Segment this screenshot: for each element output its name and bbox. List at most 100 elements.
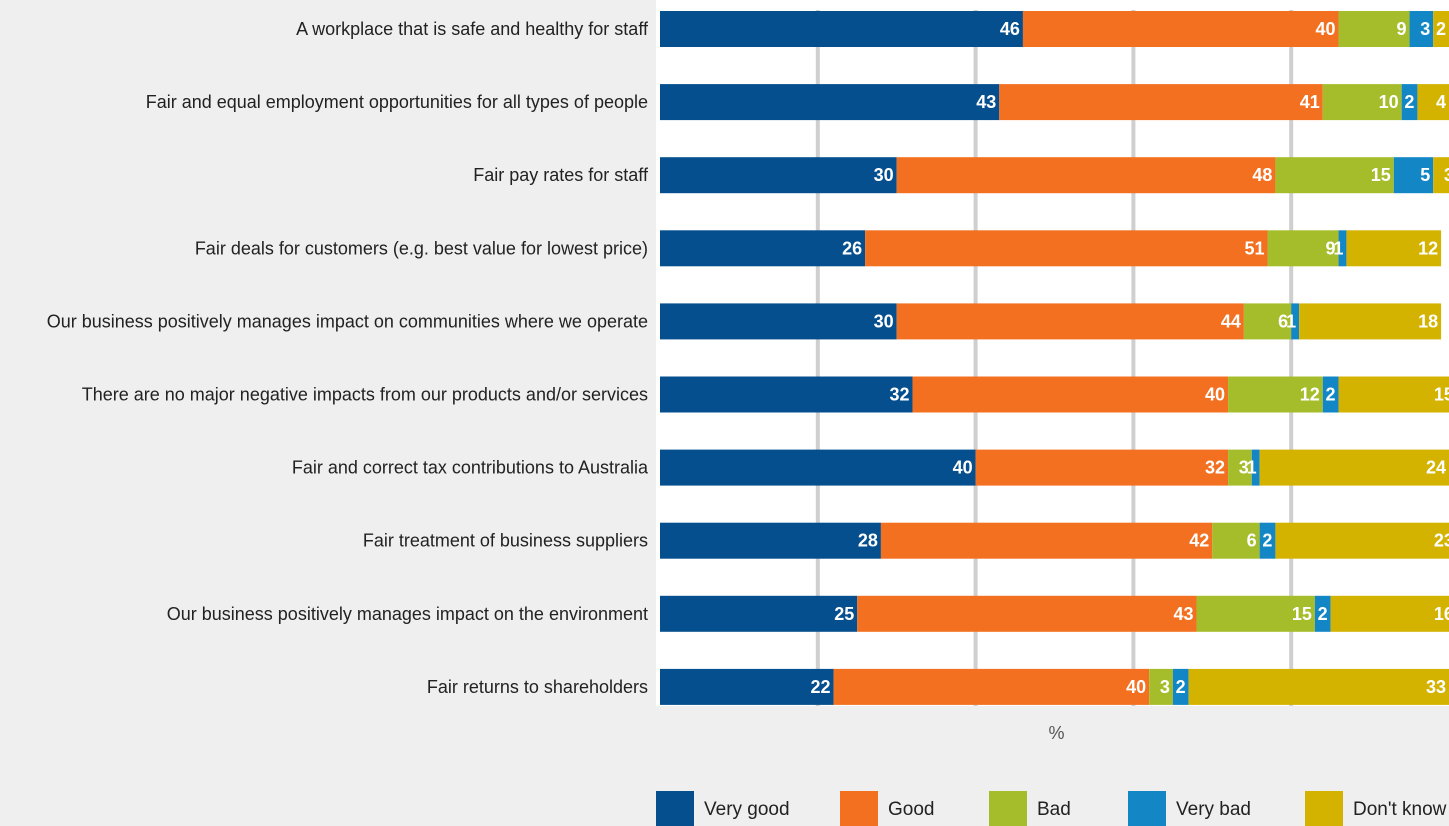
legend-item: Very bad bbox=[1128, 791, 1251, 826]
bar-segment bbox=[1212, 522, 1260, 559]
bar-segment bbox=[1291, 303, 1300, 340]
legend-item: Don't know bbox=[1305, 791, 1447, 826]
bar-segment bbox=[1243, 303, 1292, 340]
data-label: 40 bbox=[1316, 19, 1336, 39]
bar-segment bbox=[660, 449, 976, 486]
data-label: 32 bbox=[1205, 458, 1225, 478]
data-label: 43 bbox=[976, 92, 996, 112]
data-label: 2 bbox=[1326, 385, 1336, 405]
bar-segment bbox=[660, 230, 866, 267]
bar-segment bbox=[1275, 522, 1449, 559]
legend-item: Bad bbox=[989, 791, 1071, 826]
category-label: Fair treatment of business suppliers bbox=[363, 531, 648, 551]
data-label: 2 bbox=[1176, 677, 1186, 697]
bar-segment bbox=[660, 157, 897, 194]
data-label: 2 bbox=[1404, 92, 1414, 112]
data-label: 51 bbox=[1244, 238, 1264, 258]
data-label: 9 bbox=[1326, 238, 1336, 258]
category-label: A workplace that is safe and healthy for… bbox=[296, 19, 649, 39]
legend-swatch bbox=[840, 791, 878, 826]
data-label: 3 bbox=[1239, 458, 1249, 478]
data-label: 3 bbox=[1160, 677, 1170, 697]
data-label: 15 bbox=[1434, 385, 1449, 405]
bar-segment bbox=[1299, 303, 1442, 340]
data-label: 5 bbox=[1420, 165, 1430, 185]
bar-segment bbox=[1259, 522, 1276, 559]
data-label: 9 bbox=[1397, 19, 1407, 39]
bar-segment bbox=[1196, 595, 1315, 632]
data-label: 46 bbox=[1000, 19, 1020, 39]
bar-segment bbox=[660, 668, 834, 705]
data-label: 22 bbox=[811, 677, 831, 697]
data-label: 30 bbox=[874, 165, 894, 185]
bar-segment bbox=[1314, 595, 1331, 632]
data-label: 15 bbox=[1292, 604, 1312, 624]
bar-segment bbox=[660, 303, 897, 340]
bar-segment bbox=[865, 230, 1268, 267]
category-label: There are no major negative impacts from… bbox=[82, 385, 648, 405]
bar-segment bbox=[1267, 230, 1339, 267]
bar-segment bbox=[1346, 230, 1442, 267]
data-label: 23 bbox=[1434, 531, 1449, 551]
legend-item: Very good bbox=[656, 791, 790, 826]
bar-segment bbox=[1409, 11, 1434, 47]
data-label: 41 bbox=[1300, 92, 1320, 112]
x-axis-label: % bbox=[1048, 723, 1064, 743]
data-label: 28 bbox=[858, 531, 878, 551]
data-label: 25 bbox=[834, 604, 854, 624]
data-label: 40 bbox=[1126, 677, 1146, 697]
bar-segment bbox=[999, 84, 1323, 121]
bar-segment bbox=[1322, 376, 1339, 413]
data-label: 42 bbox=[1189, 531, 1209, 551]
bar-segment bbox=[912, 376, 1229, 413]
bar-segment bbox=[660, 84, 1000, 121]
category-labels: A workplace that is safe and healthy for… bbox=[47, 19, 649, 697]
bar-segment bbox=[1149, 668, 1173, 705]
bar-segment bbox=[1228, 449, 1252, 486]
data-label: 15 bbox=[1371, 165, 1391, 185]
bar-segment bbox=[1417, 84, 1449, 121]
legend-item: Good bbox=[840, 791, 934, 826]
bar-segment bbox=[1338, 11, 1410, 47]
data-label: 32 bbox=[889, 385, 909, 405]
bar-segment bbox=[1393, 157, 1434, 194]
bar-segment bbox=[1251, 449, 1260, 486]
category-label: Fair returns to shareholders bbox=[427, 677, 648, 697]
bar-segment bbox=[1433, 11, 1449, 47]
legend-label: Bad bbox=[1037, 799, 1071, 820]
category-label: Fair deals for customers (e.g. best valu… bbox=[195, 238, 648, 258]
bar-segment bbox=[1188, 668, 1449, 705]
legend: Very good Good Bad Very bad Don't know bbox=[656, 791, 1447, 826]
data-label: 12 bbox=[1418, 238, 1438, 258]
data-label: 12 bbox=[1300, 385, 1320, 405]
data-label: 30 bbox=[874, 311, 894, 331]
category-label: Our business positively manages impact o… bbox=[47, 311, 648, 331]
data-label: 2 bbox=[1262, 531, 1272, 551]
data-label: 1 bbox=[1286, 311, 1296, 331]
data-label: 2 bbox=[1318, 604, 1328, 624]
data-label: 10 bbox=[1379, 92, 1399, 112]
bar-segment bbox=[1330, 595, 1449, 632]
bar-segment bbox=[1401, 84, 1418, 121]
bar-segment bbox=[1338, 230, 1347, 267]
bar-segment bbox=[833, 668, 1150, 705]
bar-segment bbox=[1338, 376, 1449, 413]
bar-segment bbox=[1259, 449, 1449, 486]
data-label: 43 bbox=[1173, 604, 1193, 624]
legend-swatch bbox=[656, 791, 694, 826]
bar-segment bbox=[1433, 157, 1449, 194]
bar-segment bbox=[1022, 11, 1339, 47]
category-label: Fair and equal employment opportunities … bbox=[146, 92, 648, 112]
data-label: 2 bbox=[1436, 19, 1446, 39]
data-label: 44 bbox=[1221, 311, 1241, 331]
bar-segment bbox=[660, 595, 858, 632]
category-label: Fair and correct tax contributions to Au… bbox=[292, 458, 649, 478]
legend-label: Very bad bbox=[1176, 799, 1251, 820]
data-label: 1 bbox=[1247, 458, 1257, 478]
bar-segment bbox=[1228, 376, 1323, 413]
data-label: 26 bbox=[842, 238, 862, 258]
bar-segment bbox=[896, 157, 1276, 194]
data-label: 3 bbox=[1420, 19, 1430, 39]
